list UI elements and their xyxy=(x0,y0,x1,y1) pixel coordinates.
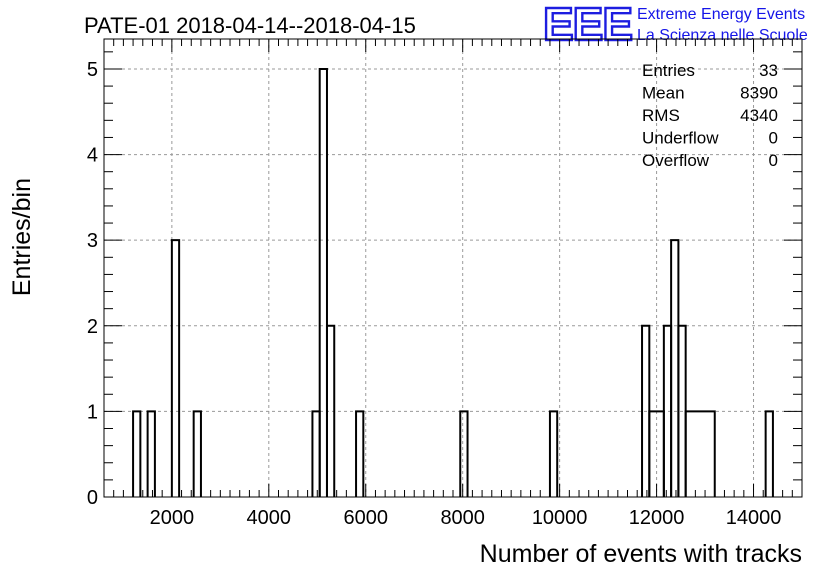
stats-value: 4340 xyxy=(740,106,778,125)
stats-label: Overflow xyxy=(642,151,710,170)
x-tick-label: 14000 xyxy=(726,507,782,529)
histogram-bin xyxy=(132,410,142,497)
x-tick-label: 4000 xyxy=(247,507,292,529)
x-tick-label: 10000 xyxy=(532,507,588,529)
stats-label: Mean xyxy=(642,84,685,103)
y-axis-label: Entries/bin xyxy=(8,178,36,296)
y-tick-label: 1 xyxy=(87,401,98,423)
histogram-bin xyxy=(684,410,716,497)
stats-label: Entries xyxy=(642,61,695,80)
histogram-bin xyxy=(146,410,156,497)
x-tick-label: 12000 xyxy=(629,507,685,529)
stats-value: 33 xyxy=(759,61,778,80)
histogram-bin xyxy=(548,410,559,497)
histogram-bin xyxy=(170,239,181,497)
histogram-bin xyxy=(459,410,469,497)
histogram-bin xyxy=(764,410,774,497)
tick-labels: 2000 4000 6000 8000 10000 12000 14000 0 1 2 3 4 5 xyxy=(87,59,781,529)
x-tick-label: 6000 xyxy=(344,507,389,529)
stats-label: Underflow xyxy=(642,129,719,148)
eee-logo: EEE Extreme Energy Events La Scienza nel… xyxy=(542,0,808,51)
stats-value: 0 xyxy=(769,129,778,148)
y-tick-label: 4 xyxy=(87,145,98,167)
histogram-bin xyxy=(325,324,336,497)
histogram-bin xyxy=(192,410,202,497)
y-tick-label: 5 xyxy=(87,59,98,81)
stats-value: 8390 xyxy=(740,84,778,103)
chart-title: PATE-01 2018-04-14--2018-04-15 xyxy=(84,13,416,38)
axes xyxy=(103,38,803,498)
y-tick-label: 2 xyxy=(87,316,98,338)
histogram-bars xyxy=(132,67,774,497)
x-tick-label: 8000 xyxy=(440,507,485,529)
stats-label: RMS xyxy=(642,106,680,125)
histogram-bin xyxy=(355,410,365,497)
eee-logo-line1: Extreme Energy Events xyxy=(637,6,805,23)
stats-value: 0 xyxy=(769,151,778,170)
eee-logo-mark: EEE xyxy=(543,0,632,50)
stats-box: Entries 33 Mean 8390 RMS 4340 Underflow 0 Overfl… xyxy=(642,61,778,170)
eee-logo-line2: La Scienza nelle Scuole xyxy=(637,27,808,44)
histogram-bin xyxy=(318,67,328,497)
y-tick-label: 0 xyxy=(87,487,98,509)
x-tick-label: 2000 xyxy=(150,507,195,529)
x-axis-label: Number of events with tracks xyxy=(480,540,802,568)
y-tick-label: 3 xyxy=(87,230,98,252)
